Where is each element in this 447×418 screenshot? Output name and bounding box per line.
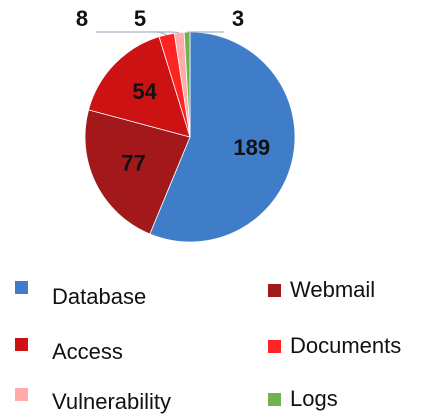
data-label: 77 [121, 151, 145, 176]
legend-label: Database [52, 284, 146, 309]
legend-swatch [268, 393, 281, 406]
pie-slice [149, 31, 296, 243]
legend-swatch [268, 284, 281, 297]
legend-swatch [15, 338, 28, 351]
data-label: 5 [134, 6, 146, 31]
legend-swatch [15, 388, 28, 401]
leader-line [154, 31, 180, 34]
pie-slice [84, 109, 191, 235]
data-label: 54 [132, 79, 157, 104]
legend-label: Webmail [290, 277, 375, 302]
legend-swatch [15, 281, 28, 294]
legend-label: Logs [290, 386, 338, 411]
legend-label: Documents [290, 333, 401, 358]
data-label: 8 [76, 6, 88, 31]
legend-swatch [268, 340, 281, 353]
legend-label: Vulnerability [52, 389, 171, 414]
pie-slice [88, 36, 191, 138]
data-label: 3 [232, 6, 244, 31]
legend-label: Access [52, 339, 123, 364]
data-label: 189 [233, 135, 270, 160]
